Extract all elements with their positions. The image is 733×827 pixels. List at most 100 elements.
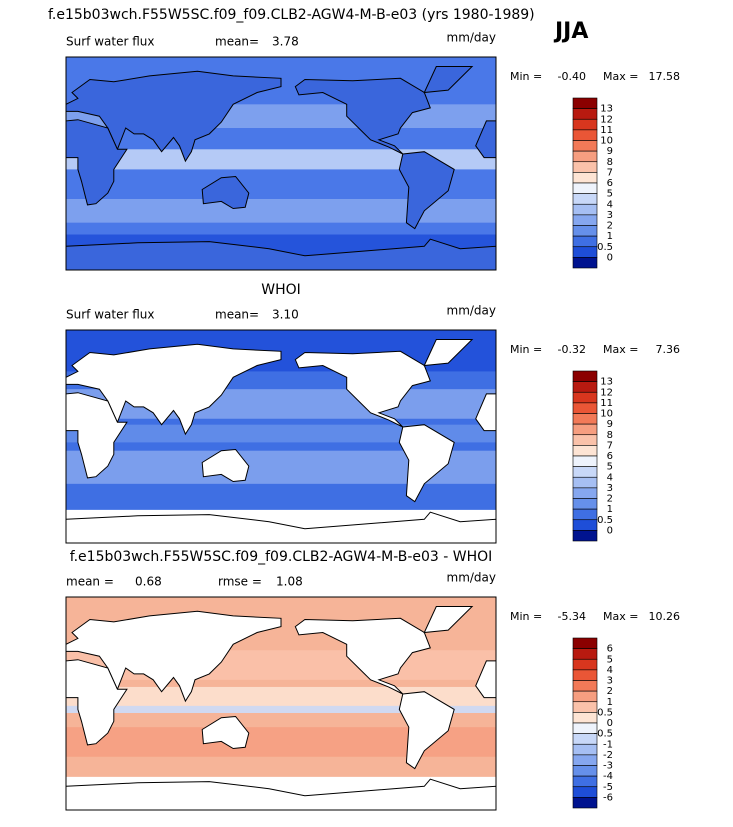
max-value: 17.58 bbox=[649, 70, 681, 83]
colorbar-box bbox=[572, 97, 598, 109]
colorbar-box bbox=[572, 690, 598, 703]
colorbar-label: 1 bbox=[607, 697, 613, 708]
coastline bbox=[201, 448, 250, 483]
coastline bbox=[65, 392, 128, 479]
colorbar-box bbox=[572, 754, 598, 766]
coastline bbox=[423, 66, 474, 94]
colorbar-label: -2 bbox=[603, 750, 613, 761]
colorbar-label: -3 bbox=[603, 761, 613, 772]
min-label: Min = bbox=[510, 343, 542, 356]
figure-title: f.e15b03wch.F55W5SC.f09_f09.CLB2-AGW4-M-… bbox=[48, 7, 535, 23]
colorbar-label: 4 bbox=[607, 199, 613, 210]
max-label: Max = bbox=[603, 610, 638, 623]
colorbar-box bbox=[572, 765, 598, 777]
max-value: 7.36 bbox=[656, 343, 681, 356]
colorbar-box bbox=[572, 257, 598, 269]
colorbar-box bbox=[572, 743, 598, 756]
coastline bbox=[423, 339, 474, 367]
variable-label: Surf water flux bbox=[66, 35, 154, 49]
colorbar-box bbox=[572, 786, 598, 798]
colorbar-label: 0.5 bbox=[597, 242, 613, 253]
coastline bbox=[294, 617, 431, 695]
coastline bbox=[398, 151, 455, 230]
colorbar-label: -6 bbox=[603, 792, 613, 803]
coastline bbox=[201, 175, 250, 210]
colorbar-label: 10 bbox=[600, 136, 613, 147]
coastline bbox=[201, 715, 250, 750]
colorbar-box bbox=[572, 129, 598, 141]
colorbar-label: 8 bbox=[607, 430, 613, 441]
field-band bbox=[66, 424, 496, 443]
rmse-value: 1.08 bbox=[276, 575, 303, 589]
min-label: Min = bbox=[510, 70, 542, 83]
colorbar-label: 9 bbox=[607, 146, 613, 157]
colorbar-label: 4 bbox=[607, 472, 613, 483]
colorbar-box bbox=[572, 246, 598, 258]
colorbar-box bbox=[572, 445, 598, 457]
coastline bbox=[398, 691, 455, 770]
max-label: Max = bbox=[603, 343, 638, 356]
coastline bbox=[294, 77, 431, 155]
colorbar-label: 0 bbox=[607, 252, 613, 263]
colorbar-label: 11 bbox=[600, 125, 613, 136]
colorbar-label: 2 bbox=[607, 221, 613, 232]
colorbar-label: 12 bbox=[600, 387, 613, 398]
colorbar-box bbox=[572, 150, 598, 163]
colorbar-box bbox=[572, 775, 598, 788]
colorbar-box bbox=[572, 466, 598, 478]
colorbar-label: -0.5 bbox=[593, 729, 613, 740]
colorbar-label: 6 bbox=[607, 178, 613, 189]
max-value: 10.26 bbox=[649, 610, 681, 623]
colorbar-label: 13 bbox=[600, 377, 613, 388]
colorbar-label: 3 bbox=[607, 676, 613, 687]
colorbar-box bbox=[572, 413, 598, 425]
colorbar-box bbox=[572, 203, 598, 216]
colorbar-label: 6 bbox=[607, 644, 613, 655]
colorbar-box bbox=[572, 508, 598, 521]
colorbar-label: 11 bbox=[600, 398, 613, 409]
colorbar-box bbox=[572, 487, 598, 499]
colorbar-box bbox=[572, 530, 598, 542]
colorbar-label: 5 bbox=[607, 654, 613, 665]
colorbar-box bbox=[572, 680, 598, 692]
coastline bbox=[294, 350, 431, 428]
colorbar-label: 2 bbox=[607, 686, 613, 697]
coastline bbox=[423, 606, 474, 634]
colorbar-box bbox=[572, 712, 598, 724]
colorbar-label: 3 bbox=[607, 483, 613, 494]
mean-label: mean = bbox=[66, 575, 114, 589]
colorbar-box bbox=[572, 193, 598, 205]
colorbar-box bbox=[572, 669, 598, 681]
map-frame bbox=[65, 56, 497, 271]
colorbar-box bbox=[572, 455, 598, 467]
mean-value: 0.68 bbox=[135, 575, 162, 589]
unit-label: mm/day bbox=[447, 304, 497, 318]
colorbar-label: 9 bbox=[607, 419, 613, 430]
colorbar-box bbox=[572, 498, 598, 510]
colorbar-box bbox=[572, 182, 598, 194]
mean-label: mean= bbox=[215, 308, 259, 322]
colorbar-box bbox=[572, 161, 598, 173]
map bbox=[65, 329, 497, 544]
min-value: -0.32 bbox=[558, 343, 586, 356]
map-frame bbox=[65, 596, 497, 811]
colorbar-label: 0 bbox=[607, 718, 613, 729]
unit-label: mm/day bbox=[447, 31, 497, 45]
colorbar-box bbox=[572, 402, 598, 414]
colorbar-box bbox=[572, 391, 598, 404]
panel-title: f.e15b03wch.F55W5SC.f09_f09.CLB2-AGW4-M-… bbox=[70, 549, 493, 565]
colorbar-label: 6 bbox=[607, 451, 613, 462]
map-frame bbox=[65, 329, 497, 544]
colorbar-label: 5 bbox=[607, 462, 613, 473]
colorbar-label: 8 bbox=[607, 157, 613, 168]
map bbox=[65, 56, 497, 271]
coastline bbox=[398, 424, 455, 503]
colorbar-box bbox=[572, 140, 598, 152]
field-band bbox=[66, 199, 496, 223]
colorbar-label: 0 bbox=[607, 525, 613, 536]
variable-label: Surf water flux bbox=[66, 308, 154, 322]
colorbar-box bbox=[572, 434, 598, 446]
coastline bbox=[65, 659, 128, 746]
colorbar-box bbox=[572, 108, 598, 120]
colorbar-label: 1 bbox=[607, 231, 613, 242]
